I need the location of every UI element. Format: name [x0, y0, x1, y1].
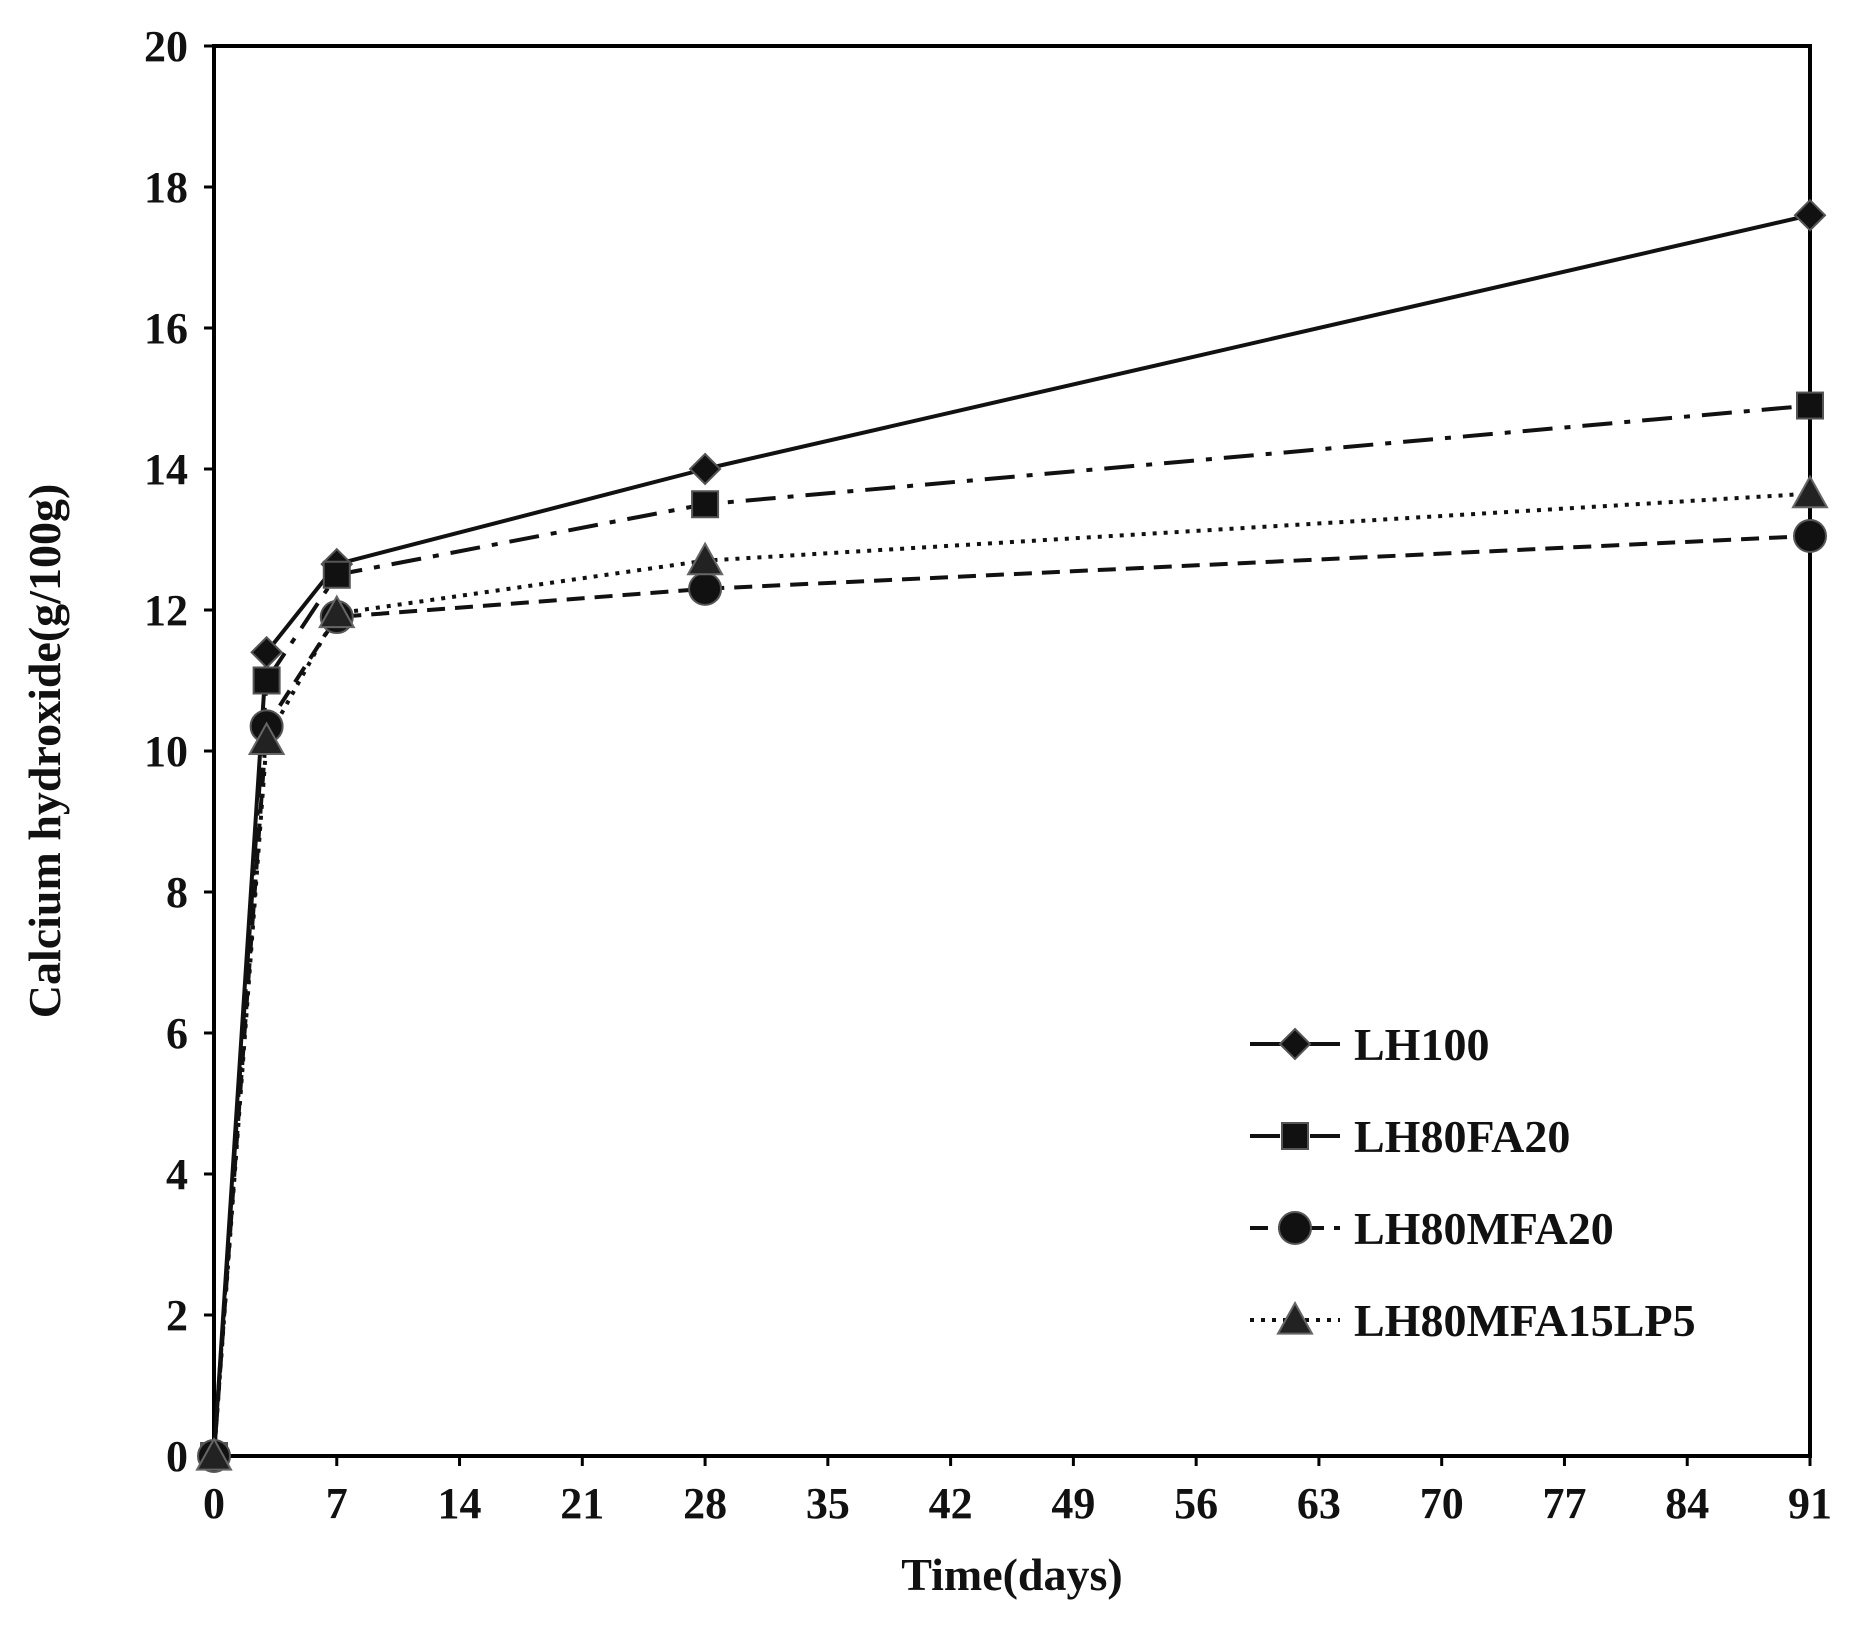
- data-point: [1791, 474, 1829, 509]
- x-tick-label: 63: [1297, 1479, 1341, 1528]
- data-point: [322, 560, 351, 589]
- legend-marker: [1278, 1211, 1312, 1245]
- legend-label: LH100: [1354, 1019, 1489, 1070]
- data-point: [1793, 518, 1827, 553]
- x-tick-label: 21: [560, 1479, 604, 1528]
- legend-label: LH80FA20: [1354, 1111, 1570, 1162]
- x-tick-label: 70: [1420, 1479, 1464, 1528]
- x-tick-label: 14: [438, 1479, 482, 1528]
- data-point: [247, 721, 286, 756]
- x-axis-title: Time(days): [901, 1549, 1123, 1600]
- y-tick-label: 18: [144, 163, 188, 212]
- x-tick-label: 42: [929, 1479, 973, 1528]
- x-tick-label: 77: [1542, 1479, 1586, 1528]
- y-tick-label: 8: [166, 868, 188, 917]
- x-tick-label: 91: [1788, 1479, 1832, 1528]
- series-layer: [195, 198, 1829, 1473]
- x-tick-label: 0: [203, 1479, 225, 1528]
- x-tick-label: 56: [1174, 1479, 1218, 1528]
- data-point: [195, 1436, 233, 1471]
- x-axis: 0 7 14 21 28 35 42 49 56 63 70 77 84 91: [203, 1456, 1832, 1528]
- x-tick-label: 49: [1051, 1479, 1095, 1528]
- legend-marker: [1276, 1300, 1314, 1335]
- y-tick-label: 20: [144, 22, 188, 71]
- x-tick-label: 7: [326, 1479, 348, 1528]
- legend-item: LH80MFA15LP5: [1250, 1295, 1696, 1346]
- data-point: [1793, 198, 1827, 232]
- data-point: [688, 571, 723, 606]
- legend-item: LH80MFA20: [1250, 1203, 1614, 1254]
- y-tick-label: 4: [166, 1150, 188, 1199]
- legend-label: LH80MFA15LP5: [1354, 1295, 1696, 1346]
- y-axis-title: Calcium hydroxide(g/100g): [19, 484, 70, 1019]
- legend-marker: [1278, 1027, 1312, 1061]
- y-axis: 0 2 4 6 8 10 12 14 16 18 20: [144, 22, 214, 1481]
- data-point: [1796, 391, 1824, 420]
- y-tick-label: 12: [144, 586, 188, 635]
- series-LH100: [197, 198, 1827, 1473]
- y-tick-label: 10: [144, 727, 188, 776]
- series-line: [212, 213, 1811, 1457]
- y-tick-label: 16: [144, 304, 188, 353]
- x-tick-label: 28: [683, 1479, 727, 1528]
- x-tick-label: 35: [806, 1479, 850, 1528]
- data-point: [688, 452, 722, 486]
- y-tick-label: 14: [144, 445, 188, 494]
- legend-marker: [1281, 1122, 1309, 1150]
- y-tick-label: 6: [166, 1009, 188, 1058]
- data-point: [691, 490, 720, 519]
- data-point: [686, 541, 724, 576]
- legend-item: LH100: [1250, 1019, 1489, 1070]
- legend: LH100 LH80FA20 LH80MFA20 LH80MFA15LP5: [1250, 1019, 1696, 1346]
- data-point: [252, 666, 281, 695]
- legend-label: LH80MFA20: [1354, 1203, 1614, 1254]
- legend-item: LH80FA20: [1250, 1111, 1570, 1162]
- series-LH80MFA15LP5: [195, 474, 1829, 1471]
- x-tick-label: 84: [1665, 1479, 1709, 1528]
- y-tick-label: 0: [166, 1432, 188, 1481]
- data-point: [318, 594, 356, 629]
- y-tick-label: 2: [166, 1291, 188, 1340]
